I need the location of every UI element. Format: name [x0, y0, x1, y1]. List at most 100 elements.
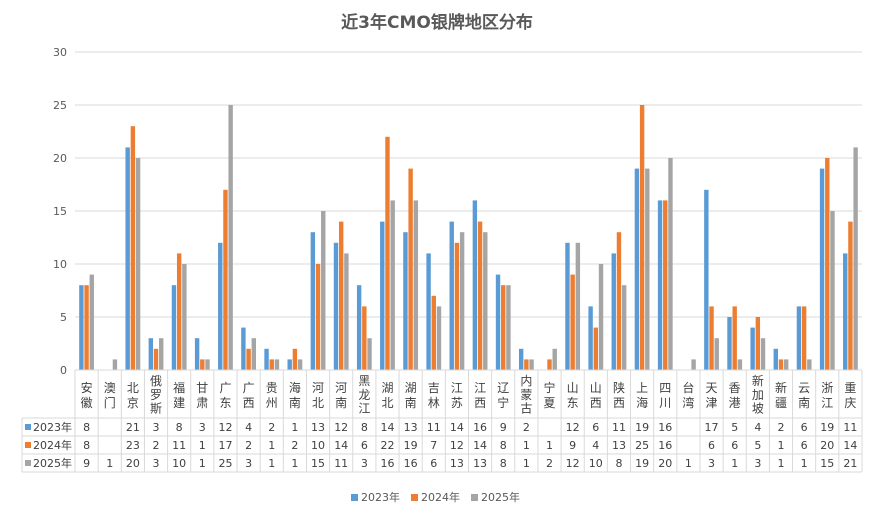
table-cell: 6 [592, 421, 599, 434]
table-cell: 8 [500, 457, 507, 470]
table-cell: 2 [268, 421, 275, 434]
table-cell: 10 [589, 457, 603, 470]
table-cell: 1 [268, 457, 275, 470]
bar [287, 359, 292, 370]
bar [84, 285, 89, 370]
bar [645, 168, 650, 370]
table-cell: 13 [612, 439, 626, 452]
table-cell: 13 [450, 457, 464, 470]
table-cell: 1 [731, 457, 738, 470]
table-cell: 11 [843, 421, 857, 434]
table-cell: 21 [126, 421, 140, 434]
bar [148, 338, 154, 370]
gridlines [75, 51, 862, 371]
table-cell: 5 [731, 421, 738, 434]
table-cell: 7 [430, 439, 437, 452]
table-cell: 20 [658, 457, 672, 470]
x-tick-label: 江西 [474, 381, 486, 410]
x-tick-label: 海南 [289, 380, 301, 410]
y-tick-label: 15 [53, 205, 67, 218]
data-table: 安徽澳门北京俄罗斯福建甘肃广东广西贵州海南河北河南黑龙江湖北湖南吉林江苏江西辽宁… [21, 369, 863, 473]
bar [315, 264, 321, 370]
table-cell: 1 [199, 439, 206, 452]
bar [269, 359, 274, 370]
table-cell: 6 [801, 421, 808, 434]
x-tick-label: 河南 [335, 381, 347, 410]
table-cell: 3 [153, 457, 160, 470]
legend-swatch [411, 494, 418, 501]
bar [483, 232, 488, 370]
x-tick-label: 湖北 [381, 380, 393, 410]
legend: 2023年 2024年 2025年 [351, 490, 520, 504]
bar [825, 158, 830, 370]
bar [773, 348, 778, 370]
table-cell: 20 [126, 457, 140, 470]
series-key [25, 442, 31, 448]
y-tick-label: 25 [53, 99, 67, 112]
bar [338, 221, 344, 370]
table-cell: 4 [754, 421, 761, 434]
bar [547, 359, 552, 370]
table-cell: 8 [615, 457, 622, 470]
x-tick-label: 陕西 [613, 380, 625, 410]
bar [634, 168, 640, 370]
bar [518, 348, 524, 370]
x-tick-label: 北京 [127, 381, 139, 410]
bar [598, 264, 604, 370]
bar [79, 285, 84, 370]
x-tick-label: 内蒙古 [520, 374, 532, 415]
bar [801, 306, 807, 370]
table-cell: 3 [361, 457, 368, 470]
y-tick-label: 10 [53, 258, 67, 271]
bar [704, 189, 709, 370]
table-cell: 19 [635, 421, 649, 434]
bar [709, 306, 714, 370]
bar [663, 200, 668, 370]
bar [668, 158, 673, 370]
table-cell: 16 [473, 421, 487, 434]
x-tick-label: 天津 [706, 381, 718, 410]
table-cell: 5 [754, 439, 761, 452]
table-cell: 22 [380, 439, 394, 452]
table-cell: 13 [311, 421, 325, 434]
table-cell: 3 [708, 457, 715, 470]
table-cell: 13 [404, 421, 418, 434]
x-tick-label: 安徽 [81, 380, 93, 410]
legend-swatch [471, 494, 478, 501]
table-cell: 4 [592, 439, 599, 452]
bar [194, 338, 200, 370]
table-cell: 8 [83, 421, 90, 434]
table-cell: 19 [635, 457, 649, 470]
table-cell: 15 [311, 457, 325, 470]
table-cell: 11 [172, 439, 186, 452]
table-cell: 3 [245, 457, 252, 470]
x-tick-label: 澳门 [104, 381, 116, 410]
bar [501, 285, 506, 370]
bar [413, 200, 419, 370]
table-cell: 1 [777, 439, 784, 452]
table-cell: 1 [546, 439, 553, 452]
table-cell: 12 [218, 421, 232, 434]
bar [830, 211, 835, 370]
x-tick-label: 新加坡 [752, 373, 764, 415]
bar [449, 221, 454, 370]
series-row-label: 2024年 [33, 438, 72, 452]
x-tick-label: 宁夏 [544, 380, 556, 410]
bar [819, 168, 825, 370]
table-cell: 2 [777, 421, 784, 434]
bar [176, 253, 182, 370]
table-cell: 11 [334, 457, 348, 470]
x-tick-label: 重庆 [844, 381, 856, 410]
table-cell: 4 [245, 421, 252, 434]
x-tick-label: 湖南 [405, 380, 417, 410]
y-axis-ticks: 0 5 10 15 20 25 30 [53, 46, 67, 377]
bar [125, 147, 130, 370]
bar [755, 317, 761, 370]
table-cell: 15 [820, 457, 834, 470]
bar [310, 232, 316, 370]
x-tick-label: 甘肃 [196, 381, 208, 410]
bar [714, 338, 719, 370]
table-cell: 14 [380, 421, 394, 434]
bar [297, 359, 303, 370]
bar [783, 359, 789, 370]
